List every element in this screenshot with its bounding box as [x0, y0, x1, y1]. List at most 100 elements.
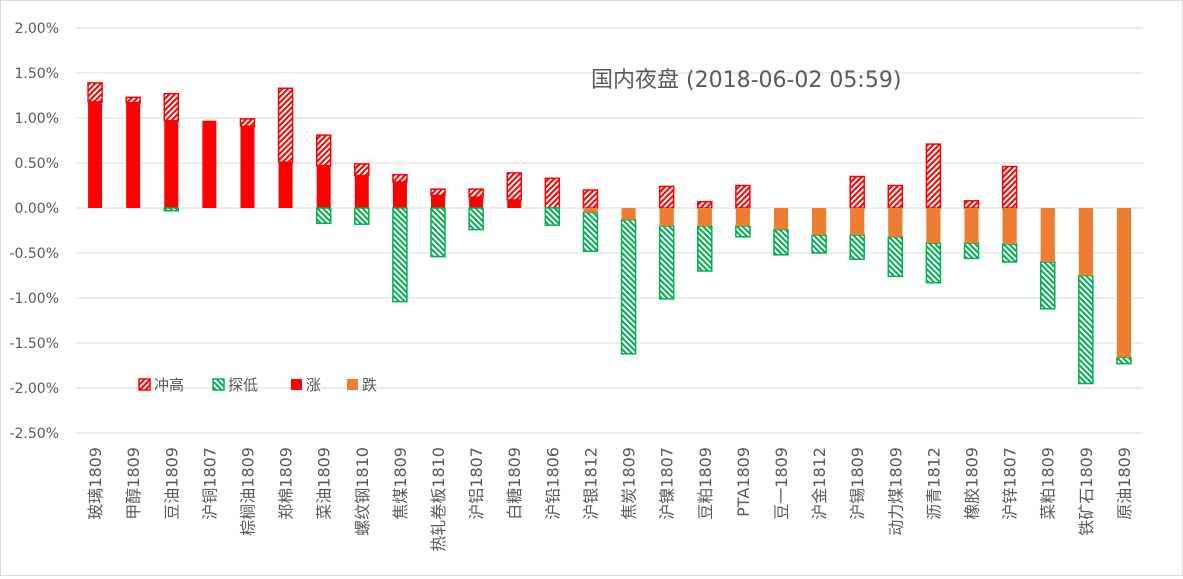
high-bar	[163, 92, 180, 122]
x-tick-label: 橡胶1809	[963, 447, 982, 520]
high-bar	[1001, 165, 1018, 209]
high-bar	[277, 87, 294, 163]
y-tick-label: 0.50%	[15, 156, 59, 172]
up-bar	[507, 199, 522, 208]
up-bar	[469, 197, 484, 208]
x-tick-label: 沪金1812	[810, 447, 829, 520]
legend-label: 冲高	[154, 376, 184, 394]
down-bar-fill	[812, 208, 827, 235]
x-tick-label: 热轧卷板1810	[429, 447, 448, 552]
legend-swatch	[347, 379, 358, 390]
x-tick-label: 菜粕1809	[1039, 447, 1058, 520]
low-bar	[1116, 356, 1132, 365]
down-bar-fill	[1116, 208, 1131, 358]
x-tick-label: 郑棉1809	[277, 447, 296, 520]
legend-label: 涨	[306, 376, 321, 394]
high-bar	[392, 173, 408, 183]
x-tick-label: 沪铅1806	[543, 447, 562, 520]
x-tick-label: 豆一1809	[772, 447, 791, 520]
low-bar	[544, 207, 561, 226]
down-bar-fill	[888, 208, 903, 237]
low-bar	[1078, 274, 1094, 385]
low-bar	[582, 211, 599, 252]
y-tick-label: 0.00%	[15, 201, 59, 217]
up-bar	[202, 120, 217, 208]
legend: 冲高 探低 涨 跌	[138, 376, 377, 394]
high-bar	[354, 163, 370, 177]
down-bar-fill	[659, 208, 674, 226]
high-bar	[87, 82, 103, 103]
low-bar	[811, 234, 827, 254]
legend-label: 探低	[228, 376, 258, 394]
down-bar-fill	[850, 208, 865, 235]
up-bar	[126, 102, 141, 208]
low-bar	[735, 225, 751, 238]
chart-title: 国内夜盘 (2018-06-02 05:59)	[591, 68, 901, 93]
y-tick-label: 2.00%	[15, 21, 59, 37]
x-tick-label: 菜油1809	[315, 447, 334, 520]
low-bar	[392, 207, 408, 303]
y-tick-label: -1.00%	[9, 291, 59, 307]
high-bar	[582, 189, 599, 209]
low-bar	[163, 207, 180, 212]
down-bar-fill	[697, 208, 712, 226]
x-tick-label: 沪银1812	[581, 447, 600, 520]
legend-label: 跌	[362, 376, 377, 394]
low-bar	[620, 218, 637, 355]
low-bar	[773, 228, 789, 256]
x-tick-label: 螺纹钢1810	[353, 447, 372, 536]
down-bar-fill	[964, 208, 979, 244]
down-bar-fill	[583, 208, 598, 213]
high-bar	[849, 175, 865, 209]
x-tick-label: 沪镍1807	[658, 447, 677, 520]
x-tick-label: 白糖1809	[505, 447, 524, 520]
up-bar	[88, 101, 103, 208]
y-tick-label: 1.00%	[15, 111, 59, 127]
x-tick-label: 豆油1809	[162, 447, 181, 520]
y-tick-label: -2.00%	[9, 381, 59, 397]
x-tick-label: 焦炭1809	[620, 447, 639, 520]
x-tick-label: 甲醇1809	[124, 447, 143, 520]
x-tick-label: 玻璃1809	[86, 447, 105, 520]
x-tick-label: 沪铝1807	[467, 447, 486, 520]
x-tick-label: 沪铜1807	[200, 447, 219, 520]
x-tick-label: 棕榈油1809	[238, 447, 257, 536]
x-tick-label: PTA1809	[734, 447, 753, 517]
down-bar-fill	[773, 208, 788, 230]
up-bar	[392, 181, 407, 208]
high-bar	[315, 134, 332, 167]
high-bar	[430, 188, 446, 197]
x-tick-label: 沪锌1807	[1001, 447, 1020, 520]
low-bar	[1001, 243, 1018, 263]
x-tick-label: 原油1809	[1115, 447, 1134, 520]
down-bar-fill	[926, 208, 941, 244]
high-bar	[239, 118, 256, 127]
high-bar	[658, 185, 675, 209]
x-tick-label: 豆粕1809	[696, 447, 715, 520]
high-bar	[887, 184, 904, 209]
down-bar-fill	[735, 208, 750, 226]
down-bar-fill	[1040, 208, 1055, 262]
legend-swatch	[291, 379, 302, 390]
y-tick-label: -2.50%	[9, 426, 59, 442]
x-tick-label: 沥青1812	[924, 447, 943, 520]
legend-swatch	[138, 378, 151, 391]
low-bar	[658, 225, 675, 300]
low-bar	[1039, 261, 1056, 310]
up-bar	[316, 165, 331, 208]
up-bar	[431, 195, 446, 208]
high-bar	[544, 177, 561, 209]
legend-swatch	[212, 378, 225, 391]
x-tick-label: 焦煤1809	[391, 447, 410, 520]
high-bar	[697, 200, 713, 209]
up-bar	[354, 175, 369, 208]
high-bar	[735, 184, 751, 209]
low-bar	[963, 242, 980, 260]
high-bar	[125, 96, 141, 104]
up-bar	[164, 120, 179, 208]
y-tick-label: 1.50%	[15, 66, 59, 82]
high-bar	[506, 172, 522, 201]
y-tick-label: -1.50%	[9, 336, 59, 352]
up-bar	[278, 162, 293, 208]
